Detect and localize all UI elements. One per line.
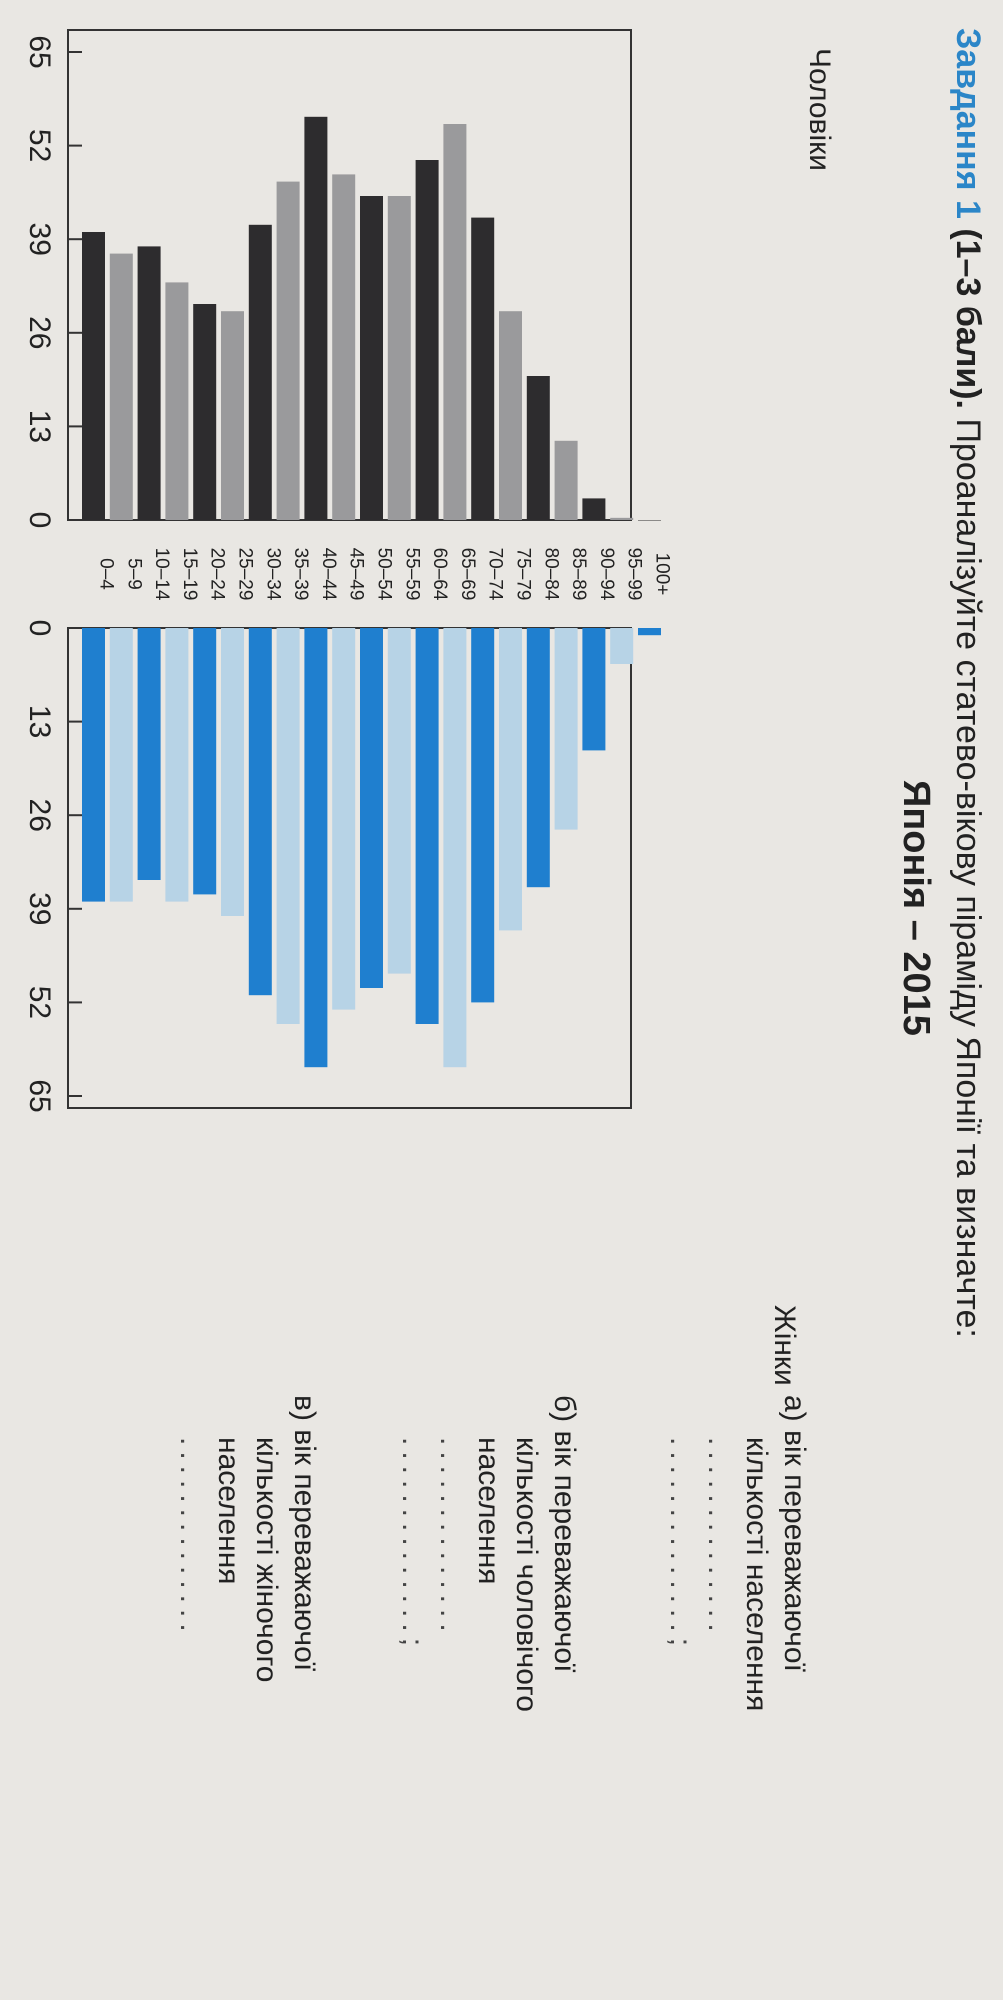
female-bar — [276, 628, 300, 1024]
male-bar — [443, 124, 467, 520]
female-bar — [582, 628, 606, 751]
female-bar — [415, 628, 439, 1024]
male-bar — [165, 282, 189, 520]
age-group-label: 0–4 — [96, 558, 117, 590]
male-bar — [610, 517, 634, 520]
age-group-label: 30–34 — [262, 548, 283, 601]
x-tick-label: 65 — [23, 1079, 56, 1112]
age-group-label: 70–74 — [485, 548, 506, 601]
x-tick-label: 39 — [23, 892, 56, 925]
female-bar — [610, 628, 634, 664]
x-tick-label: 0 — [23, 512, 56, 529]
age-group-label: 10–14 — [151, 548, 172, 601]
age-group-label: 55–59 — [401, 548, 422, 601]
female-bar — [499, 628, 522, 931]
age-labels: 0–4 5–9 10–14 15–19 20–24 25–29 30–34 35–39 40–4… — [96, 548, 673, 601]
x-tick-label: 13 — [23, 705, 56, 738]
female-bar — [526, 628, 550, 888]
male-bar — [82, 232, 105, 520]
male-bar — [554, 440, 578, 520]
age-group-label: 5–9 — [123, 558, 144, 590]
age-group-label: 45–49 — [346, 548, 367, 601]
female-bar — [109, 628, 133, 902]
x-tick-label: 0 — [23, 620, 56, 637]
x-tick-label: 39 — [23, 223, 56, 256]
female-bar — [471, 628, 495, 1003]
age-group-label: 40–44 — [318, 548, 339, 601]
age-group-label: 80–84 — [540, 548, 561, 601]
x-tick-label: 65 — [23, 35, 56, 68]
male-bar — [248, 224, 272, 521]
x-tick-label: 52 — [23, 129, 56, 162]
age-group-label: 60–64 — [429, 548, 450, 601]
age-group-label: 65–69 — [457, 548, 478, 601]
female-bar — [221, 628, 244, 916]
age-group-label: 20–24 — [207, 548, 228, 601]
male-bar — [582, 498, 606, 520]
male-bar — [276, 181, 300, 520]
age-group-label: 75–79 — [513, 548, 534, 601]
male-panel — [67, 29, 661, 521]
female-bar — [304, 628, 328, 1068]
legend-female-label: Жінки — [768, 1305, 801, 1386]
female-bar — [165, 628, 189, 902]
female-bar — [82, 628, 105, 902]
male-bar — [332, 174, 356, 520]
male-bar — [387, 196, 411, 520]
age-group-label: 95–99 — [624, 548, 645, 601]
male-bar — [304, 116, 328, 521]
male-bar — [109, 253, 133, 520]
x-tick-label: 26 — [23, 316, 56, 349]
age-group-label: 35–39 — [290, 548, 311, 601]
female-bar — [387, 628, 411, 974]
female-bar — [332, 628, 356, 1010]
female-bar — [443, 628, 467, 1068]
female-bar — [360, 628, 383, 988]
age-group-label: 50–54 — [374, 548, 395, 601]
legend-male-label: Чоловіки — [803, 48, 836, 171]
age-group-label: 100+ — [652, 553, 673, 596]
male-bar — [499, 311, 522, 520]
x-tick-label: 13 — [23, 410, 56, 443]
female-bar — [248, 628, 272, 996]
female-bar — [137, 628, 161, 880]
male-bar — [193, 304, 217, 520]
male-bar — [360, 196, 383, 520]
female-bar — [554, 628, 578, 830]
age-group-label: 15–19 — [179, 548, 200, 601]
age-group-label: 90–94 — [596, 548, 617, 601]
male-bar — [526, 376, 550, 520]
male-bar — [221, 311, 244, 520]
x-tick-label: 52 — [23, 986, 56, 1019]
x-tick-label: 26 — [23, 799, 56, 832]
male-bar — [471, 217, 495, 520]
male-bar — [137, 246, 161, 520]
male-bar — [638, 520, 661, 521]
age-group-label: 85–89 — [568, 548, 589, 601]
x-axis-ticks: 0 0 13 13 26 26 39 39 52 52 65 65 — [23, 35, 82, 1113]
age-group-label: 25–29 — [235, 548, 256, 601]
male-bar — [415, 160, 439, 520]
female-bar — [193, 628, 217, 895]
female-bar — [638, 628, 661, 636]
female-panel — [67, 627, 661, 1109]
